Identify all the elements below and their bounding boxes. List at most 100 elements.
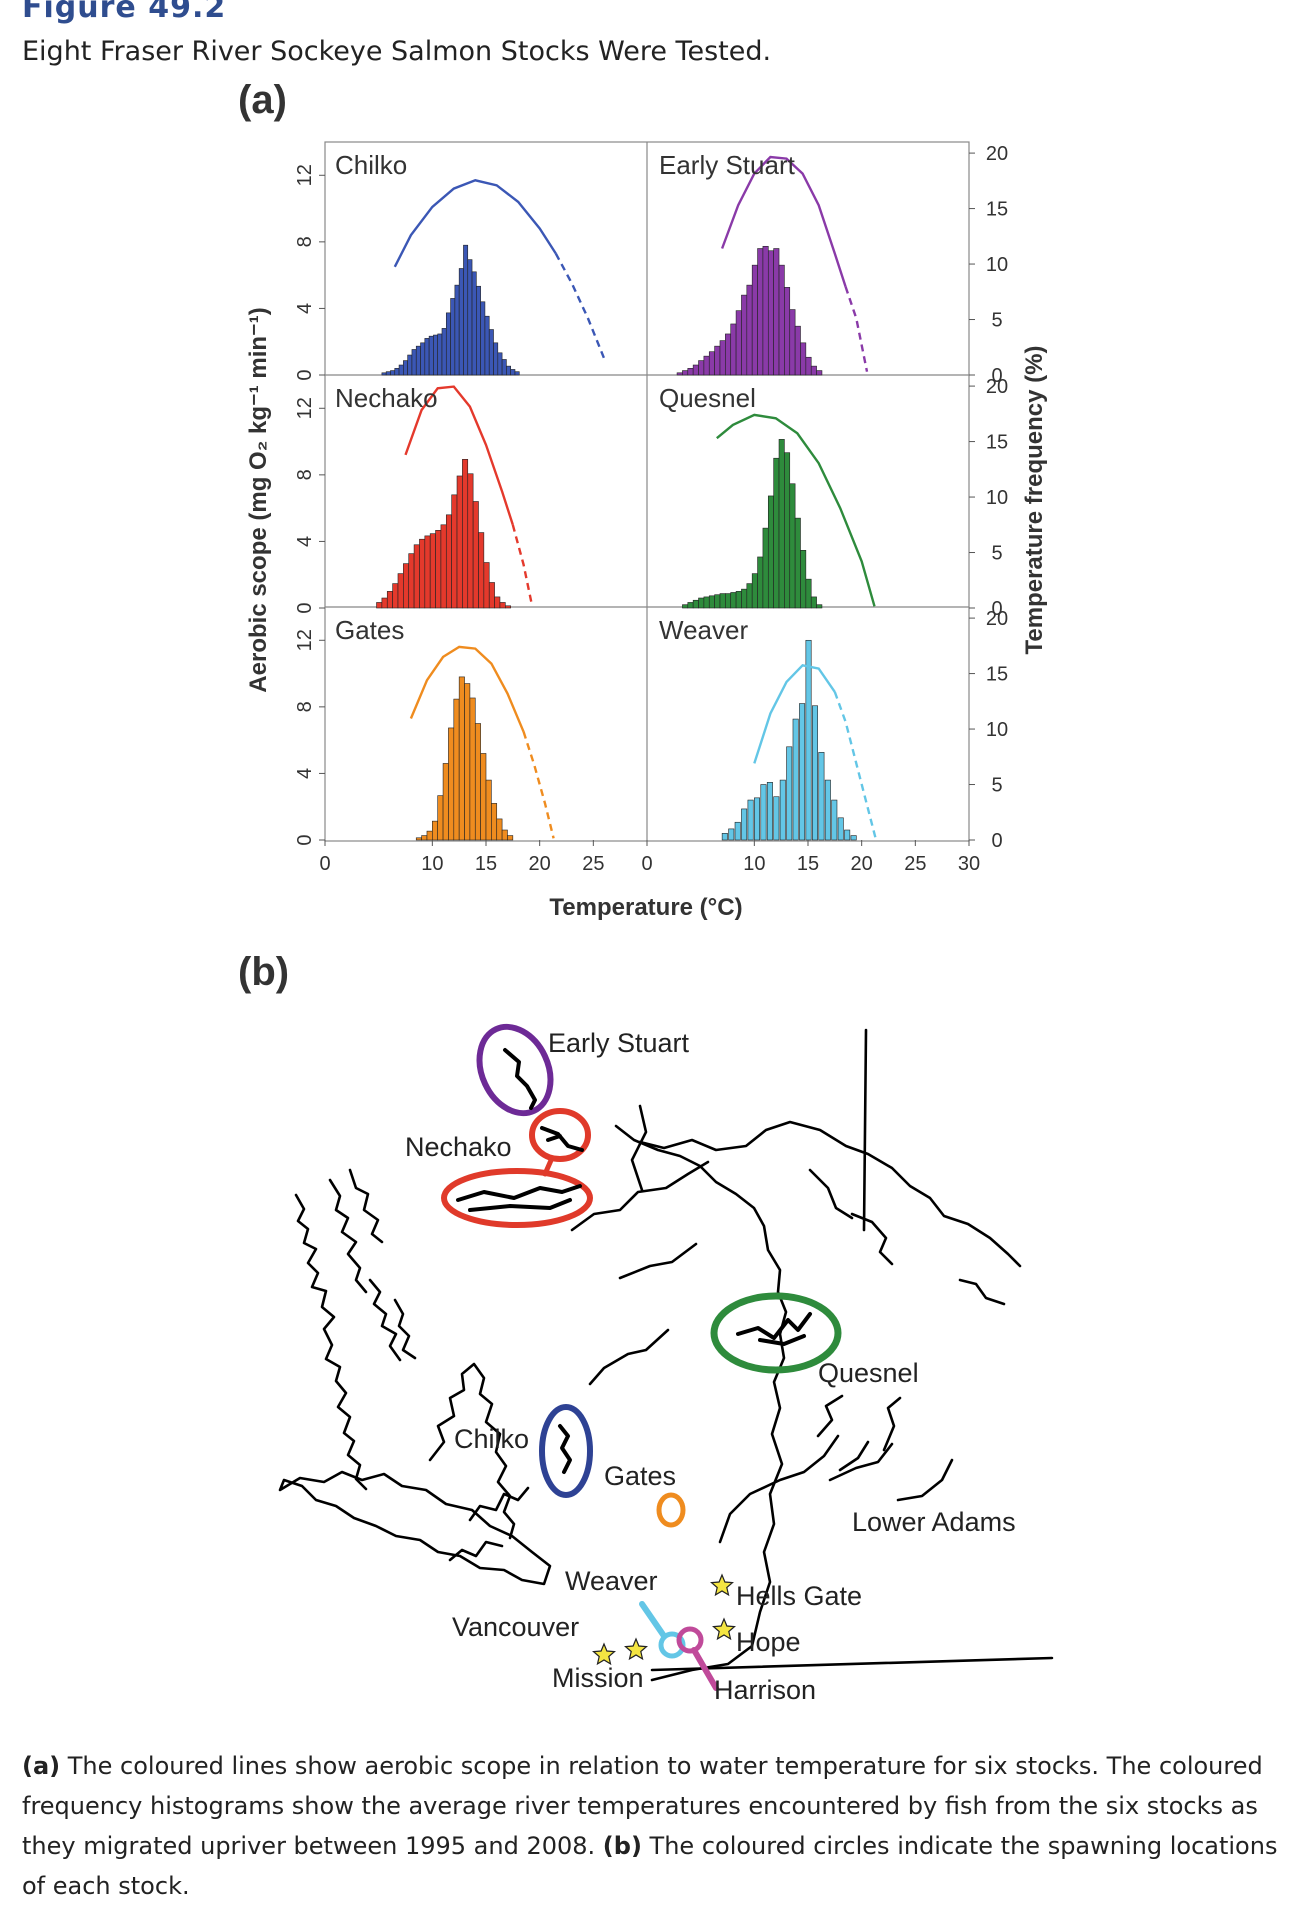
- histogram-bar: [507, 835, 514, 841]
- histogram-bar: [419, 538, 426, 609]
- histogram-bar: [687, 368, 694, 376]
- histogram-bar: [789, 309, 796, 376]
- histogram-bar: [721, 833, 728, 841]
- coastline: [294, 1168, 417, 1491]
- y-tick-label-right: 0: [991, 365, 1002, 387]
- map-stars: [592, 1573, 736, 1666]
- y-tick-label-left: 0: [294, 602, 316, 613]
- stock-label-weaver: Weaver: [659, 615, 748, 645]
- histogram-bar: [440, 524, 447, 609]
- histogram-bar: [467, 473, 474, 609]
- histogram-bar: [445, 312, 451, 376]
- y-tick-label-left: 12: [294, 164, 316, 186]
- nechako-lake-small: [540, 1126, 584, 1152]
- histogram-bar: [450, 298, 456, 376]
- stock-label-quesnel: Quesnel: [659, 383, 756, 413]
- histogram-bar: [407, 354, 413, 376]
- histogram-bar: [747, 799, 754, 841]
- histogram-bar: [494, 596, 501, 609]
- x-tick-label: 0: [641, 853, 652, 875]
- histogram-bar: [484, 315, 490, 376]
- histogram-bar: [773, 457, 780, 609]
- label-gates: Gates: [604, 1461, 676, 1491]
- y-tick-label-right: 20: [986, 376, 1008, 398]
- aerobic-scope-curve: [720, 155, 847, 288]
- histogram-bar: [437, 795, 444, 841]
- histogram-bar: [741, 294, 748, 376]
- fraser-river-map: [278, 1023, 1054, 1691]
- y-tick-label-right: 15: [986, 199, 1008, 221]
- histogram-bar: [805, 639, 812, 841]
- histogram-bar: [408, 553, 415, 609]
- histogram-bar: [415, 837, 422, 841]
- histogram-bar: [682, 604, 689, 609]
- histogram-bar: [421, 835, 428, 841]
- x-tick-label: 15: [475, 853, 497, 875]
- histogram-bar: [725, 593, 732, 609]
- histogram-bar: [424, 338, 430, 376]
- histogram-bar: [741, 588, 748, 609]
- y-tick-label-right: 0: [991, 598, 1002, 620]
- label-lower-adams: Lower Adams: [852, 1507, 1016, 1537]
- histogram-bar: [682, 370, 689, 376]
- histogram-bar: [413, 544, 420, 609]
- histogram-bar: [480, 753, 487, 841]
- weaver-tail: [639, 1601, 667, 1639]
- aerobic-scope-curve: [753, 663, 836, 764]
- histogram-bar: [778, 264, 785, 376]
- y-tick-label-left: 8: [294, 469, 316, 480]
- histogram-bar: [810, 596, 817, 609]
- aerobic-scope-curve: [409, 645, 525, 733]
- label-vancouver: Vancouver: [452, 1612, 579, 1642]
- histogram-bar: [398, 364, 404, 376]
- histogram-bar: [792, 718, 799, 841]
- histogram-bar: [850, 835, 857, 841]
- histogram-bar: [448, 727, 455, 841]
- histogram-bar: [844, 829, 851, 841]
- x-tick-label: 30: [958, 853, 980, 875]
- histogram-bar: [435, 530, 442, 609]
- x-tick-label: 10: [743, 853, 765, 875]
- histogram-bar: [799, 703, 806, 841]
- histogram-bar: [784, 287, 791, 376]
- caption-a-text: The coloured lines show aerobic scope in…: [22, 1752, 1263, 1860]
- histogram-bar: [687, 602, 694, 609]
- histogram-bar: [708, 351, 715, 376]
- label-nechako: Nechako: [405, 1132, 512, 1162]
- histogram-bar: [476, 285, 481, 376]
- harrison-tail: [691, 1647, 719, 1691]
- histogram-bar: [735, 310, 742, 376]
- y-tick-label-left: 4: [294, 536, 316, 547]
- histogram-bar: [463, 244, 469, 376]
- aerobic-scope-curve-extrapolated: [844, 286, 869, 372]
- histogram-bar: [483, 562, 490, 609]
- quesnel-circle: [710, 1292, 842, 1374]
- chilko-circle: [539, 1404, 593, 1498]
- histogram-bar: [501, 359, 507, 376]
- histogram-bar: [730, 323, 737, 376]
- histogram-bar: [692, 364, 699, 376]
- histogram-bar: [757, 556, 764, 609]
- figure-title: Figure 49.2: [22, 0, 227, 25]
- aerobic-scope-curve-extrapolated: [511, 524, 534, 607]
- histogram-bar: [471, 271, 477, 376]
- star-marker-icon: [592, 1642, 616, 1666]
- histogram-bar: [480, 301, 486, 376]
- histogram-bar: [692, 599, 699, 609]
- histogram-bar: [453, 698, 460, 841]
- label-mission: Mission: [552, 1663, 644, 1693]
- histogram-bar: [499, 602, 506, 609]
- x-tick-label: 25: [582, 853, 604, 875]
- quesnel-lake: [736, 1312, 812, 1346]
- histogram-bar: [735, 591, 742, 609]
- histogram-bar: [703, 355, 710, 376]
- histogram-bar: [429, 533, 436, 609]
- eastern-rivers: [828, 1396, 954, 1502]
- histogram-bar: [376, 602, 383, 609]
- histogram-bar: [491, 803, 498, 841]
- label-harrison: Harrison: [714, 1675, 816, 1705]
- histogram-bar: [415, 345, 421, 376]
- histogram-bar: [760, 784, 767, 841]
- histogram-bar: [730, 592, 737, 609]
- histogram-bar: [816, 370, 823, 376]
